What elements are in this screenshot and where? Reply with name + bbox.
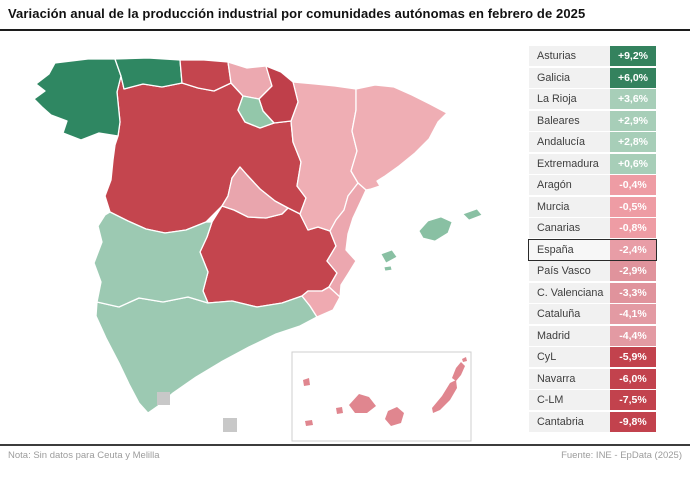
legend-value-chip: +2,8% <box>610 132 656 152</box>
source-credit: Fuente: INE - EpData (2025) <box>561 450 682 461</box>
legend-value-chip: -0,8% <box>610 218 656 238</box>
legend-table: Asturias +9,2% Galicia +6,0% La Rioja +3,6% Ba… <box>528 46 657 433</box>
island-tenerife <box>349 394 376 413</box>
legend-region-label: Navarra <box>529 368 610 389</box>
legend-value-chip: -6,0% <box>610 368 656 389</box>
legend-region-label: Baleares <box>529 110 610 131</box>
island-menorca <box>462 208 483 221</box>
map-region-navarra <box>258 65 299 124</box>
legend-row-murcia: Murcia -0,5% <box>529 196 656 217</box>
islet-la-graciosa <box>462 357 467 362</box>
island-la-palma <box>303 378 310 386</box>
map-region-galicia <box>33 58 122 141</box>
legend-value-chip: -2,9% <box>610 261 656 281</box>
legend-value-chip: -0,4% <box>610 175 656 195</box>
island-fuerteventura <box>432 380 457 413</box>
legend-value-chip: -4,4% <box>610 325 656 346</box>
legend-region-label: Asturias <box>529 46 610 66</box>
legend-value-chip: +6,0% <box>610 67 656 88</box>
legend-row-aragon: Aragón -0,4% <box>529 175 656 195</box>
legend-region-label: CyL <box>529 347 610 367</box>
footnote: Nota: Sin datos para Ceuta y Melilla <box>8 450 160 461</box>
legend-region-label: Madrid <box>529 325 610 346</box>
legend-row-galicia: Galicia +6,0% <box>529 67 656 88</box>
canary-islands-inset-box <box>291 351 472 442</box>
legend-value-chip: -5,9% <box>610 347 656 367</box>
map-region-cantabria <box>179 59 232 92</box>
legend-region-label: Murcia <box>529 196 610 217</box>
legend-row-extremadura: Extremadura +0,6% <box>529 153 656 174</box>
legend-row-valencia: C. Valenciana -3,3% <box>529 282 656 303</box>
legend-region-label: Extremadura <box>529 153 610 174</box>
legend-value-chip: +0,6% <box>610 153 656 174</box>
legend-region-label: País Vasco <box>529 261 610 281</box>
legend-row-madrid: Madrid -4,4% <box>529 325 656 346</box>
legend-row-andalucia: Andalucía +2,8% <box>529 132 656 152</box>
legend-value-chip: -7,5% <box>610 390 656 410</box>
island-ibiza <box>380 249 398 264</box>
legend-row-asturias: Asturias +9,2% <box>529 46 656 66</box>
island-lanzarote <box>452 362 465 381</box>
legend-row-la-rioja: La Rioja +3,6% <box>529 89 656 109</box>
ceuta-no-data-marker <box>157 392 170 405</box>
legend-region-label: La Rioja <box>529 89 610 109</box>
map-region-extremadura <box>93 211 213 308</box>
map-region-murcia <box>301 286 341 318</box>
legend-value-chip: -3,3% <box>610 282 656 303</box>
island-la-gomera <box>336 407 343 414</box>
legend-value-chip: -9,8% <box>610 411 656 432</box>
map-region-canarias <box>303 357 467 426</box>
island-formentera <box>383 265 393 272</box>
map-region-baleares <box>380 208 483 272</box>
island-el-hierro <box>305 420 313 426</box>
island-gran-canaria <box>385 407 404 426</box>
legend-value-chip: -0,5% <box>610 196 656 217</box>
map-region-asturias <box>114 57 183 90</box>
legend-region-label: Aragón <box>529 175 610 195</box>
legend-region-label: Canarias <box>529 218 610 238</box>
page-title: Variación anual de la producción industr… <box>8 6 586 21</box>
legend-region-label: Galicia <box>529 67 610 88</box>
legend-row-cataluna: Cataluña -4,1% <box>529 304 656 324</box>
map-region-madrid <box>221 166 289 219</box>
legend-value-chip: -2,4% <box>610 239 656 260</box>
legend-region-label: C. Valenciana <box>529 282 610 303</box>
legend-row-cantabria: Cantabria -9,8% <box>529 411 656 432</box>
legend-row-espana: España -2,4% <box>528 238 657 261</box>
legend-row-canarias: Canarias -0,8% <box>529 218 656 238</box>
title-divider <box>0 29 690 31</box>
legend-value-chip: +9,2% <box>610 46 656 66</box>
legend-region-label: Cataluña <box>529 304 610 324</box>
legend-value-chip: +2,9% <box>610 110 656 131</box>
legend-value-chip: -4,1% <box>610 304 656 324</box>
footer-divider <box>0 444 690 446</box>
map-region-la-rioja <box>237 95 275 129</box>
legend-row-clm: C-LM -7,5% <box>529 390 656 410</box>
legend-region-label: Andalucía <box>529 132 610 152</box>
legend-value-chip: +3,6% <box>610 89 656 109</box>
legend-row-navarra: Navarra -6,0% <box>529 368 656 389</box>
legend-region-label: C-LM <box>529 390 610 410</box>
legend-row-pais-vasco: País Vasco -2,9% <box>529 261 656 281</box>
legend-region-label: Cantabria <box>529 411 610 432</box>
map-region-andalucia <box>95 295 318 414</box>
legend-row-cyl: CyL -5,9% <box>529 347 656 367</box>
melilla-no-data-marker <box>223 418 237 432</box>
island-mallorca <box>418 216 453 242</box>
legend-row-baleares: Baleares +2,9% <box>529 110 656 131</box>
map-region-cataluna <box>350 84 448 191</box>
legend-region-label: España <box>529 239 610 260</box>
